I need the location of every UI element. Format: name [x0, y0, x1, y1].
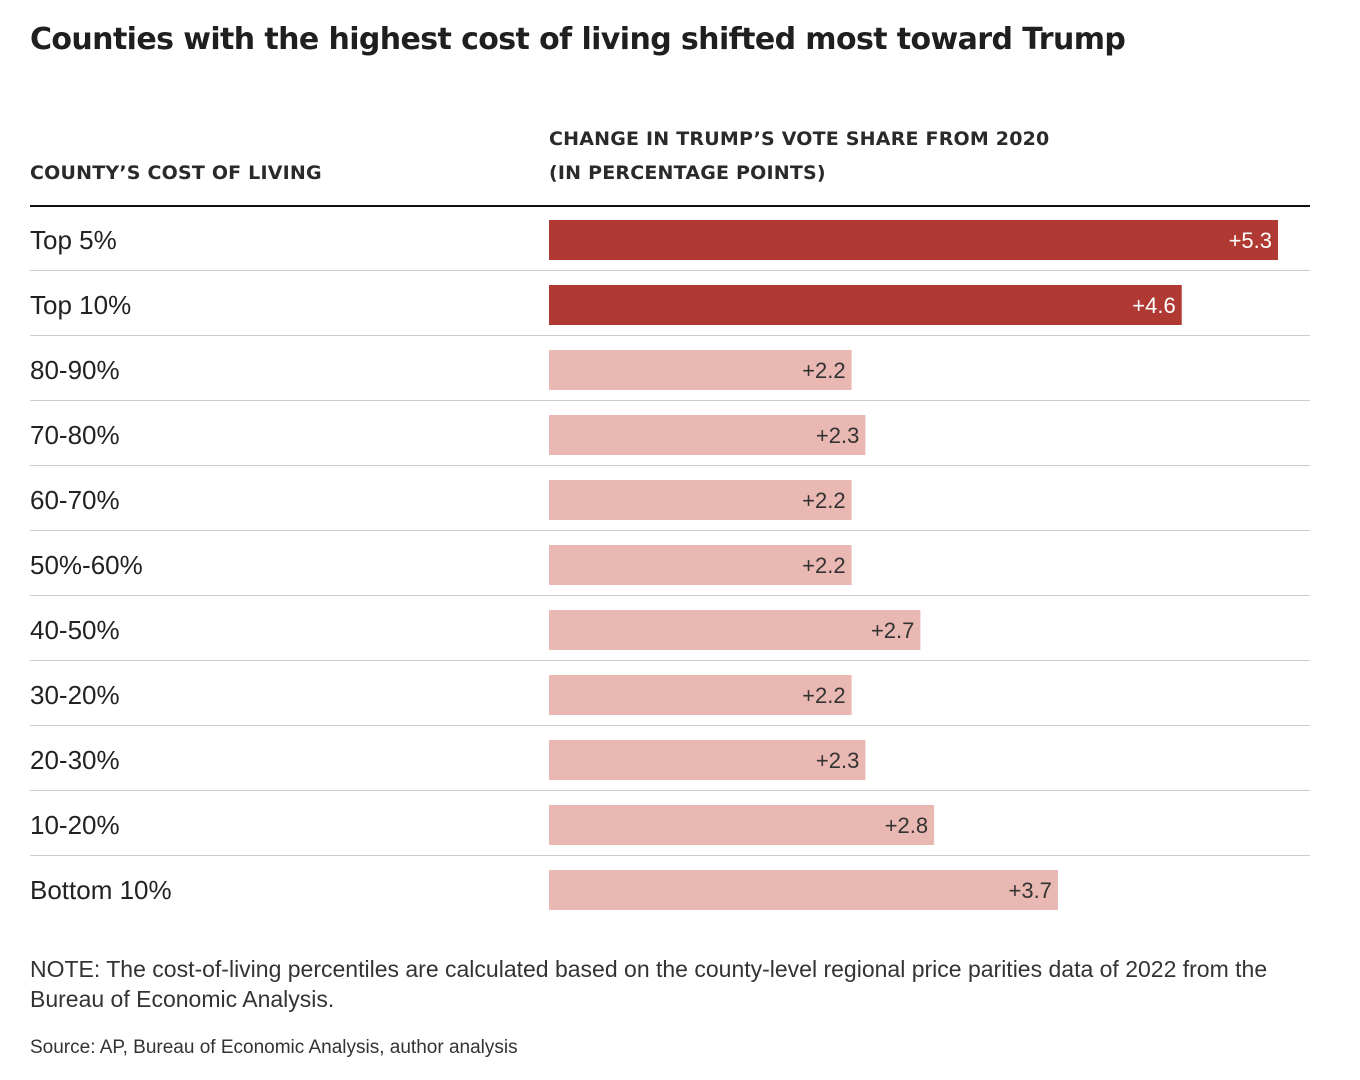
- value-header-line-2: (IN PERCENTAGE POINTS): [549, 162, 826, 184]
- row-divider: [30, 595, 1310, 596]
- bar-row: 60-70% +2.2: [30, 480, 1310, 531]
- row-divider: [30, 790, 1310, 791]
- bar: [549, 545, 852, 585]
- row-divider: [30, 465, 1310, 466]
- category-label: 30-20%: [30, 680, 120, 710]
- value-label: +2.2: [802, 358, 845, 383]
- bar-row: Top 5% +5.3: [30, 220, 1310, 271]
- chart-title: Counties with the highest cost of living…: [30, 22, 1126, 57]
- bar-row: 30-20% +2.2: [30, 675, 1310, 726]
- bar-chart: Top 5% +5.3 Top 10% +4.6 80-90% +2.2 70-80% +2.…: [30, 205, 1310, 910]
- value-label: +2.3: [816, 748, 859, 773]
- row-divider: [30, 660, 1310, 661]
- bar: [549, 480, 852, 520]
- category-label: 60-70%: [30, 485, 120, 515]
- category-label: 40-50%: [30, 615, 120, 645]
- bar: [549, 610, 921, 650]
- value-label: +2.7: [871, 618, 914, 643]
- bar-row: 70-80% +2.3: [30, 415, 1310, 466]
- chart-source: Source: AP, Bureau of Economic Analysis,…: [30, 1037, 518, 1058]
- category-column-header: COUNTY’S COST OF LIVING: [30, 162, 322, 184]
- category-label: 10-20%: [30, 810, 120, 840]
- bar: [549, 870, 1058, 910]
- value-label: +2.2: [802, 683, 845, 708]
- row-divider: [30, 855, 1310, 856]
- bar-row: 50%-60% +2.2: [30, 545, 1310, 596]
- value-label: +3.7: [1008, 878, 1051, 903]
- bar-row: 40-50% +2.7: [30, 610, 1310, 661]
- bar: [549, 415, 866, 455]
- value-column-header: CHANGE IN TRUMP’S VOTE SHARE FROM 2020 (…: [549, 122, 1049, 190]
- row-divider: [30, 530, 1310, 531]
- bar: [549, 740, 866, 780]
- value-label: +5.3: [1229, 228, 1272, 253]
- category-label: Bottom 10%: [30, 875, 172, 905]
- bar: [549, 805, 935, 845]
- bar: [549, 675, 852, 715]
- bar-row: Bottom 10% +3.7: [30, 870, 1058, 910]
- bar-row: 80-90% +2.2: [30, 350, 1310, 401]
- value-label: +4.6: [1132, 293, 1175, 318]
- value-label: +2.3: [816, 423, 859, 448]
- value-label: +2.2: [802, 553, 845, 578]
- row-divider: [30, 335, 1310, 336]
- value-label: +2.2: [802, 488, 845, 513]
- value-label: +2.8: [885, 813, 928, 838]
- category-label: Top 10%: [30, 290, 131, 320]
- chart-note: NOTE: The cost-of-living percentiles are…: [30, 956, 1268, 1012]
- category-label: Top 5%: [30, 225, 117, 255]
- bar: [549, 220, 1278, 260]
- bar-row: 10-20% +2.8: [30, 805, 1310, 856]
- row-divider: [30, 270, 1310, 271]
- header-rule: [30, 205, 1310, 207]
- row-divider: [30, 400, 1310, 401]
- category-label: 20-30%: [30, 745, 120, 775]
- category-label: 80-90%: [30, 355, 120, 385]
- row-divider: [30, 725, 1310, 726]
- bar: [549, 350, 852, 390]
- bar: [549, 285, 1182, 325]
- category-label: 50%-60%: [30, 550, 143, 580]
- bar-row: Top 10% +4.6: [30, 285, 1310, 336]
- bar-row: 20-30% +2.3: [30, 740, 1310, 791]
- category-label: 70-80%: [30, 420, 120, 450]
- value-header-line-1: CHANGE IN TRUMP’S VOTE SHARE FROM 2020: [549, 128, 1050, 150]
